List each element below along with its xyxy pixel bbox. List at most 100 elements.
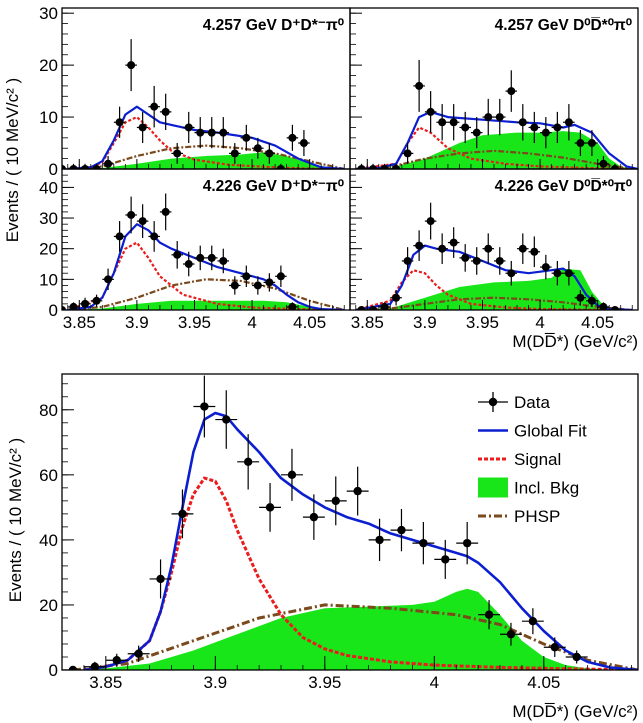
data-point: [482, 233, 494, 265]
data-point: [574, 290, 587, 306]
data-point: [286, 302, 299, 310]
data-point: [171, 489, 194, 539]
data-point: [517, 104, 529, 141]
data-point: [390, 508, 413, 552]
panel-frame: [61, 373, 639, 671]
data-point: [215, 390, 238, 449]
legend-label: Global Fit: [514, 422, 587, 441]
panel-title: 4.226 GeV D⁰D̅*⁰π⁰: [495, 178, 633, 195]
panels: 0 10 20 30 4.257 GeV D⁺D*⁻π⁰ 4.257 GeV D⁰D̅*⁰…: [39, 4, 639, 692]
data-point: [159, 93, 172, 131]
data-point: [346, 466, 369, 516]
y-tick-label: 40: [39, 531, 58, 550]
data-point: [574, 130, 587, 157]
plot-area-2: [62, 193, 345, 310]
data-point: [478, 600, 501, 630]
data-point: [252, 276, 264, 295]
panel-3: 3.85 3.9 3.95 4 4.05 4.226 GeV D⁰D̅*⁰π⁰: [349, 168, 639, 332]
data-point: [90, 294, 103, 307]
x-tick-label: 4: [430, 673, 439, 692]
data-point: [528, 236, 541, 268]
legend-item-bkg: Incl. Bkg: [478, 477, 579, 498]
data-point: [521, 608, 544, 635]
series-phsp: [72, 603, 638, 670]
panel-0: 0 10 20 30 4.257 GeV D⁺D*⁻π⁰: [39, 4, 351, 179]
data-point: [494, 98, 506, 136]
data-point: [401, 143, 414, 164]
data-point: [447, 227, 460, 258]
data-point: [413, 59, 425, 112]
series-phsp: [67, 144, 345, 169]
data-point: [424, 202, 437, 240]
y-tick-label: 0: [49, 301, 58, 320]
data-point: [505, 260, 518, 286]
plot-area-0: [62, 39, 345, 169]
data-point: [390, 290, 402, 306]
y-tick-label: 20: [39, 56, 58, 75]
data-point: [528, 111, 541, 144]
data-point: [470, 247, 483, 275]
series-phsp: [67, 278, 345, 310]
data-point: [148, 221, 160, 252]
x-tick-label: 4.05: [527, 673, 560, 692]
data-point: [482, 98, 494, 136]
data-point: [494, 247, 506, 275]
data-point: [563, 260, 575, 286]
data-point: [543, 637, 566, 657]
series-signal: [355, 268, 633, 310]
data-point: [563, 104, 575, 141]
plot-area-3: [355, 202, 633, 310]
data-point: [324, 476, 347, 526]
data-point: [459, 111, 471, 144]
bottom-y-axis-title: Events / ( 10 MeV/c² ): [6, 438, 25, 602]
data-point: [401, 247, 414, 275]
data-point: [459, 244, 471, 272]
data-point: [540, 254, 552, 280]
series-incl-bkg: [355, 268, 633, 310]
data-point: [436, 233, 448, 265]
data-point: [136, 111, 149, 144]
data-point: [240, 265, 253, 288]
panel-title: 4.226 GeV D⁺D*⁻π⁰: [203, 178, 345, 195]
data-point: [551, 260, 564, 286]
data-point: [194, 245, 206, 271]
y-tick-label: 30: [39, 209, 58, 228]
legend-label: Incl. Bkg: [514, 479, 579, 498]
data-point: [149, 559, 172, 599]
series-signal: [67, 241, 345, 310]
x-tick-label: 4.05: [293, 313, 326, 332]
data-point: [102, 268, 114, 291]
y-tick-label: 20: [39, 240, 58, 259]
data-point: [67, 302, 80, 310]
data-point: [412, 522, 435, 565]
x-tick-label: 3.9: [413, 313, 437, 332]
data-point: [171, 143, 183, 164]
panel-title: 4.257 GeV D⁺D*⁻π⁰: [203, 17, 345, 34]
x-tick-label: 3.9: [125, 313, 149, 332]
legend: Data Global Fit Signal Incl. Bkg PHSP: [478, 392, 587, 526]
data-point: [436, 104, 448, 141]
y-tick-label: 30: [39, 4, 58, 23]
data-point: [127, 645, 150, 662]
legend-item-phsp: PHSP: [478, 507, 560, 526]
data-point: [597, 156, 610, 169]
data-point: [136, 204, 149, 238]
data-point: [390, 163, 402, 169]
data-point: [263, 273, 276, 292]
x-tick-label: 3.85: [89, 673, 122, 692]
data-point: [367, 163, 379, 169]
x-tick-label: 3.95: [466, 313, 499, 332]
data-point: [368, 518, 391, 562]
data-point: [263, 143, 276, 164]
legend-label: Data: [514, 393, 550, 412]
panel-4: 0 20 40 60 80 3.85 3.9 3.95 4 4.05: [39, 373, 639, 692]
x-tick-label: 3.85: [63, 313, 96, 332]
data-point: [413, 230, 425, 261]
data-point: [517, 233, 529, 265]
x-tick-label: 3.85: [351, 313, 384, 332]
data-point: [148, 85, 160, 128]
data-point: [505, 70, 518, 112]
data-point: [182, 111, 195, 144]
data-point: [378, 302, 391, 310]
